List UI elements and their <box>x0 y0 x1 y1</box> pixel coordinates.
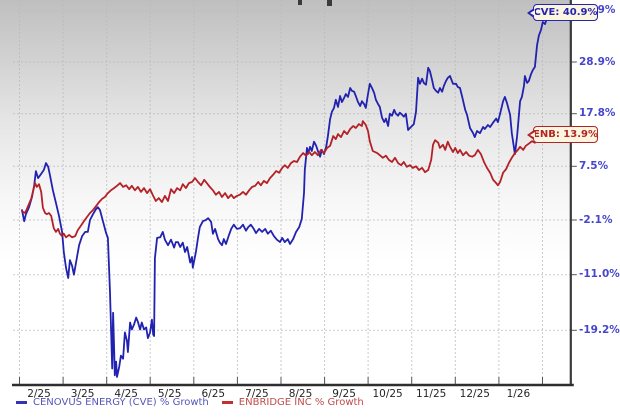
plot-area <box>0 0 572 385</box>
y-axis-label: -2.1% <box>579 213 613 226</box>
y-axis-label: 17.8% <box>579 107 616 120</box>
x-axis-label: 10/25 <box>372 388 403 400</box>
y-axis-label: -11.0% <box>579 268 620 281</box>
x-axis-label: 9/25 <box>332 388 356 400</box>
x-axis-label: 5/25 <box>157 388 182 400</box>
cve-value-flag: CVE: 40.9% <box>533 4 598 21</box>
x-axis-label: 3/25 <box>70 388 95 400</box>
clipped-title-fragment <box>327 0 332 6</box>
x-axis-label: 6/25 <box>201 388 226 400</box>
y-axis-label: 28.9% <box>579 55 616 68</box>
cve-legend-label: CENOVUS ENERGY (CVE) % Growth <box>33 397 209 408</box>
y-axis-label: 7.5% <box>579 159 609 172</box>
x-axis-label: 11/25 <box>416 388 447 400</box>
clipped-title-fragment <box>298 0 302 5</box>
enb-legend-label: ENBRIDGE INC % Growth <box>238 397 364 408</box>
enb-legend-line-marker <box>221 401 233 404</box>
enb-value-flag: ENB: 13.9% <box>533 126 598 143</box>
x-axis-label: 1/26 <box>506 388 531 400</box>
legend: CENOVUS ENERGY (CVE) % Growth ENBRIDGE I… <box>16 397 364 408</box>
x-axis-label: 2/25 <box>27 388 51 400</box>
cve-growth-line <box>21 7 571 378</box>
cve-value-flag-label: CVE: 40.9% <box>533 7 598 18</box>
y-axis-label: -19.2% <box>579 323 620 336</box>
x-axis-label: 8/25 <box>288 388 313 400</box>
enb-value-flag-label: ENB: 13.9% <box>533 129 598 140</box>
x-axis-label: 12/25 <box>459 388 490 400</box>
x-axis-label: 4/25 <box>114 388 138 400</box>
cve-legend-line-marker <box>16 401 27 404</box>
x-axis-label: 7/25 <box>245 388 269 400</box>
enb-growth-line <box>21 120 571 239</box>
